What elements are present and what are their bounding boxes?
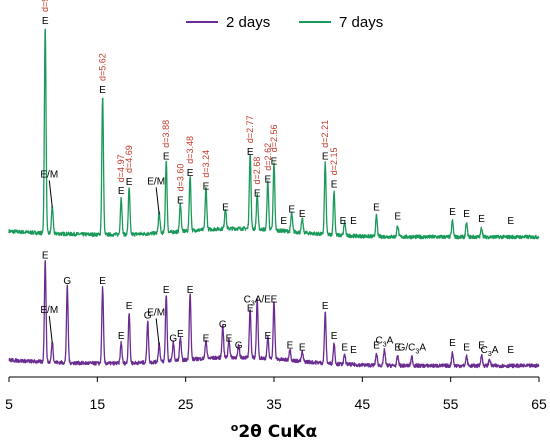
peak-label: E <box>449 338 456 349</box>
label-leader <box>155 318 160 346</box>
peak-label: E <box>350 345 357 356</box>
d-spacing-label: d=5.62 <box>98 53 108 81</box>
peak-label: E <box>478 214 485 225</box>
peak-label: E <box>271 294 278 305</box>
d-spacing-label: d=4.69 <box>124 145 134 173</box>
peak-labels-layer: EE/MEEEE/MEEEEEEEEEEEEEEEEEEEEEEd=9.73d=… <box>40 0 514 358</box>
peak-label: E <box>42 251 49 262</box>
label-leader <box>48 180 53 208</box>
peak-label: E <box>118 186 125 197</box>
peak-label: G <box>63 276 71 287</box>
d-spacing-label: d=4.97 <box>116 154 126 182</box>
peak-label: E <box>271 156 278 167</box>
peak-label: E <box>280 216 287 227</box>
peak-label: E <box>126 301 133 312</box>
peak-label: E <box>254 189 261 200</box>
peak-label: E <box>118 331 125 342</box>
peak-label: E <box>463 209 470 220</box>
peak-label: E <box>331 331 338 342</box>
peak-label: G <box>235 340 243 351</box>
d-spacing-label: d=2.56 <box>269 125 279 153</box>
peak-label: E <box>322 152 329 163</box>
peak-label: E <box>163 285 170 296</box>
x-tick-label: 5 <box>5 396 13 412</box>
d-spacing-label: d=3.88 <box>161 120 171 148</box>
peak-label: E <box>299 343 306 354</box>
peak-label: E <box>507 345 514 356</box>
series-layer <box>8 28 540 369</box>
x-tick-label: 65 <box>531 396 547 412</box>
x-tick-label: 25 <box>178 396 194 412</box>
peak-label: E <box>226 333 233 344</box>
x-tick-label: 55 <box>443 396 459 412</box>
peak-label: C3A <box>376 336 394 349</box>
peak-label: E <box>373 202 380 213</box>
peak-label: C3A/E <box>244 294 272 307</box>
peak-label: E <box>222 202 229 213</box>
peak-label: E <box>341 343 348 354</box>
peak-label: E <box>394 212 401 223</box>
legend: 2 days 7 days <box>186 14 383 31</box>
peak-label: E <box>163 152 170 163</box>
peak-label: E <box>247 147 254 158</box>
peak-label: E <box>203 182 210 193</box>
peak-label: E <box>187 168 194 179</box>
axes: 5 15 25 35 45 55 65 <box>5 376 547 412</box>
x-ticks: 5 15 25 35 45 55 65 <box>5 377 547 412</box>
legend-entry: 2 days <box>226 14 270 31</box>
peak-label: E <box>299 209 306 220</box>
peak-label: E <box>463 343 470 354</box>
series-line-7-days <box>8 28 540 240</box>
d-spacing-label: d=9.73 <box>40 0 50 12</box>
d-spacing-label: d=3.24 <box>201 150 211 178</box>
peak-label: E <box>264 175 271 186</box>
peak-label: E <box>203 333 210 344</box>
peak-label: E <box>478 340 485 351</box>
legend-entry: 7 days <box>339 14 383 31</box>
peak-label: E <box>264 331 271 342</box>
peak-label: E <box>449 207 456 218</box>
peak-label: E <box>187 285 194 296</box>
peak-label: G <box>144 310 152 321</box>
peak-label: G/C3A <box>398 343 427 356</box>
peak-label: E/M <box>40 305 58 316</box>
peak-label: E <box>394 343 401 354</box>
x-tick-label: 15 <box>90 396 106 412</box>
peak-label: E/M <box>40 169 58 180</box>
x-axis-title: o2θ CuKα <box>231 421 317 442</box>
peak-label: C3A <box>481 345 499 358</box>
peak-label: G <box>169 333 177 344</box>
x-tick-label: 35 <box>266 396 282 412</box>
peak-label: E <box>126 177 133 188</box>
peak-label: E <box>99 276 106 287</box>
peak-label: G <box>219 320 227 331</box>
d-spacing-label: d=2.15 <box>329 148 339 176</box>
peak-label: E <box>42 16 49 27</box>
d-spacing-label: d=2.62 <box>263 143 273 171</box>
series-line-2-days <box>8 259 540 369</box>
label-leader <box>155 187 160 215</box>
peak-label: E <box>507 216 514 227</box>
d-spacing-label: d=3.60 <box>175 164 185 192</box>
peak-label: E <box>177 329 184 340</box>
peak-label: E <box>288 205 295 216</box>
peak-label: E <box>350 216 357 227</box>
d-spacing-label: d=2.77 <box>245 115 255 143</box>
peak-label: E/M <box>147 176 165 187</box>
x-tick-label: 45 <box>355 396 371 412</box>
peak-label: E <box>287 340 294 351</box>
label-leader <box>48 316 53 344</box>
peak-label: E <box>373 340 380 351</box>
d-spacing-label: d=2.21 <box>320 120 330 148</box>
peak-label: E <box>331 179 338 190</box>
peak-label: E <box>247 304 254 315</box>
peak-label: E <box>322 301 329 312</box>
peak-label: E <box>340 216 347 227</box>
peak-label: E/M <box>147 307 165 318</box>
peak-label: E <box>177 195 184 206</box>
d-spacing-label: d=3.48 <box>185 136 195 164</box>
peak-label: E <box>99 85 106 96</box>
d-spacing-label: d=2.68 <box>252 157 262 185</box>
